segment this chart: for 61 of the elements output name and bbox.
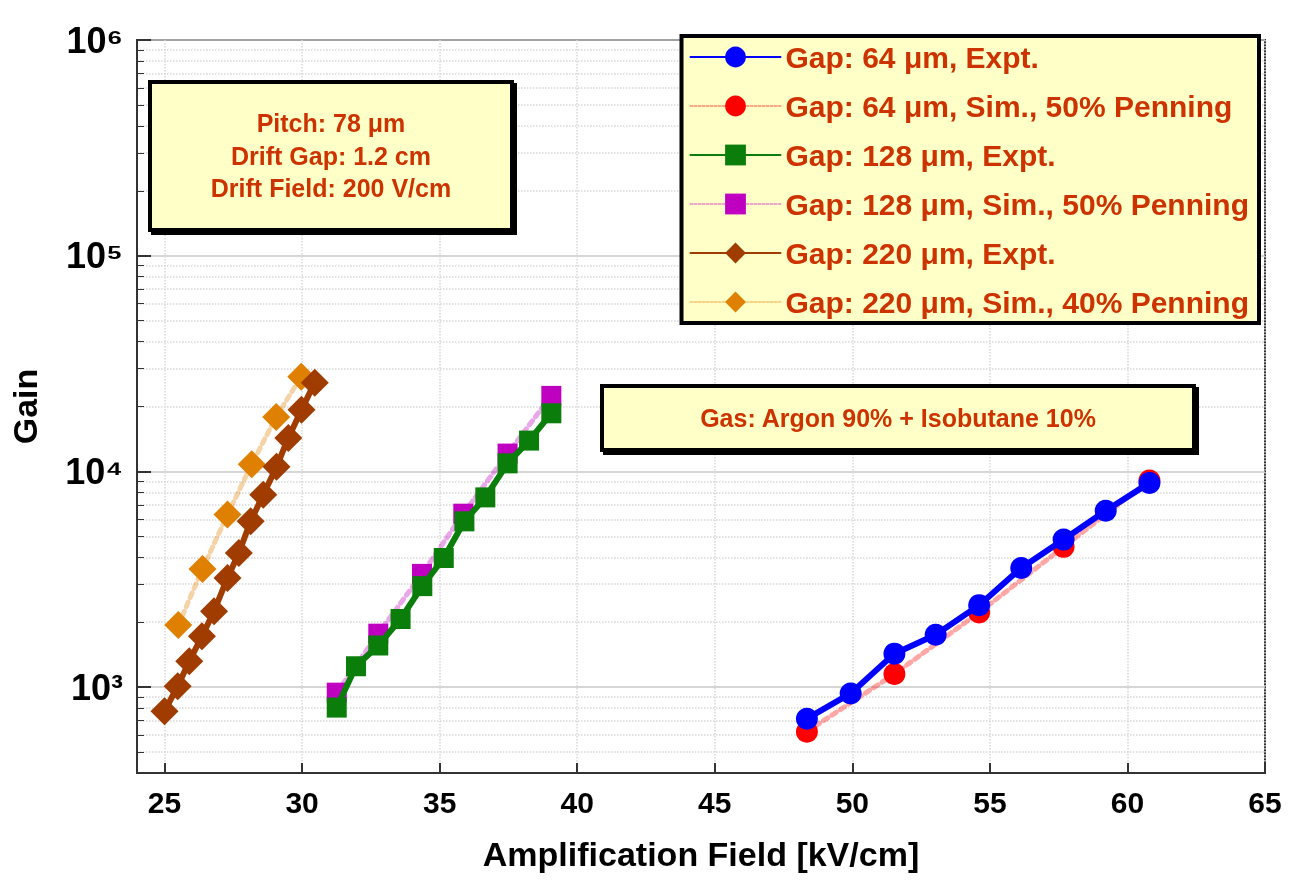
point <box>213 500 242 529</box>
point <box>519 430 540 451</box>
point <box>262 452 291 481</box>
x-axis-title: Amplification Field [kV/cm] <box>482 835 920 873</box>
point <box>1052 528 1075 551</box>
point <box>188 554 217 583</box>
point <box>175 647 204 676</box>
point <box>475 487 496 508</box>
point <box>412 576 433 597</box>
point <box>200 597 229 626</box>
point <box>541 403 562 424</box>
point <box>368 635 389 656</box>
point <box>390 609 411 629</box>
legend-label: Gap: 64 μm, Expt. <box>785 40 1039 74</box>
x-tick-label: 45 <box>698 785 732 819</box>
point <box>883 642 906 665</box>
legend-label: Gap: 128 μm, Expt. <box>785 138 1056 172</box>
point <box>1010 556 1033 579</box>
y-axis-title: Gain <box>6 368 44 445</box>
x-tick-label: 60 <box>1110 785 1145 819</box>
legend-label: Gap: 220 μm, Sim., 40% Penning <box>785 285 1250 319</box>
point <box>274 423 303 452</box>
y-tick-label: 10⁵ <box>66 235 123 277</box>
point <box>300 368 329 397</box>
point <box>262 402 291 431</box>
point <box>150 697 179 726</box>
point <box>346 656 366 677</box>
x-tick-label: 30 <box>285 785 319 819</box>
point <box>213 563 242 592</box>
point <box>287 395 316 424</box>
point <box>454 511 475 532</box>
y-tick-label: 10³ <box>70 666 124 708</box>
point <box>433 547 454 568</box>
point <box>497 453 518 474</box>
note-box: Gas: Argon 90% + Isobutane 10% <box>600 384 1196 452</box>
point <box>164 611 193 640</box>
point <box>326 697 347 718</box>
legend-label: Gap: 220 μm, Expt. <box>785 236 1056 270</box>
y-tick-label: 10⁶ <box>66 19 123 61</box>
point <box>163 672 192 701</box>
point <box>187 622 216 651</box>
point <box>795 707 818 730</box>
point <box>237 450 266 479</box>
x-tick-label: 55 <box>973 785 1007 819</box>
point <box>236 507 265 536</box>
x-tick-label: 50 <box>835 785 869 819</box>
y-tick-label: 10⁴ <box>65 450 123 492</box>
point <box>249 480 278 509</box>
point <box>839 682 862 705</box>
point <box>924 623 947 646</box>
point <box>883 663 906 686</box>
point <box>224 538 253 567</box>
x-tick-label: 40 <box>560 785 594 819</box>
legend-label: Gap: 64 μm, Sim., 50% Penning <box>785 89 1233 123</box>
legend-label: Gap: 128 μm, Sim., 50% Penning <box>785 187 1250 221</box>
point <box>968 594 991 617</box>
x-tick-label: 65 <box>1248 785 1282 819</box>
point <box>1094 499 1117 522</box>
x-tick-label: 35 <box>422 785 457 819</box>
note-box: Pitch: 78 μm Drift Gap: 1.2 cm Drift Field: 200 V/cm <box>148 80 514 232</box>
x-tick-label: 25 <box>147 785 182 819</box>
